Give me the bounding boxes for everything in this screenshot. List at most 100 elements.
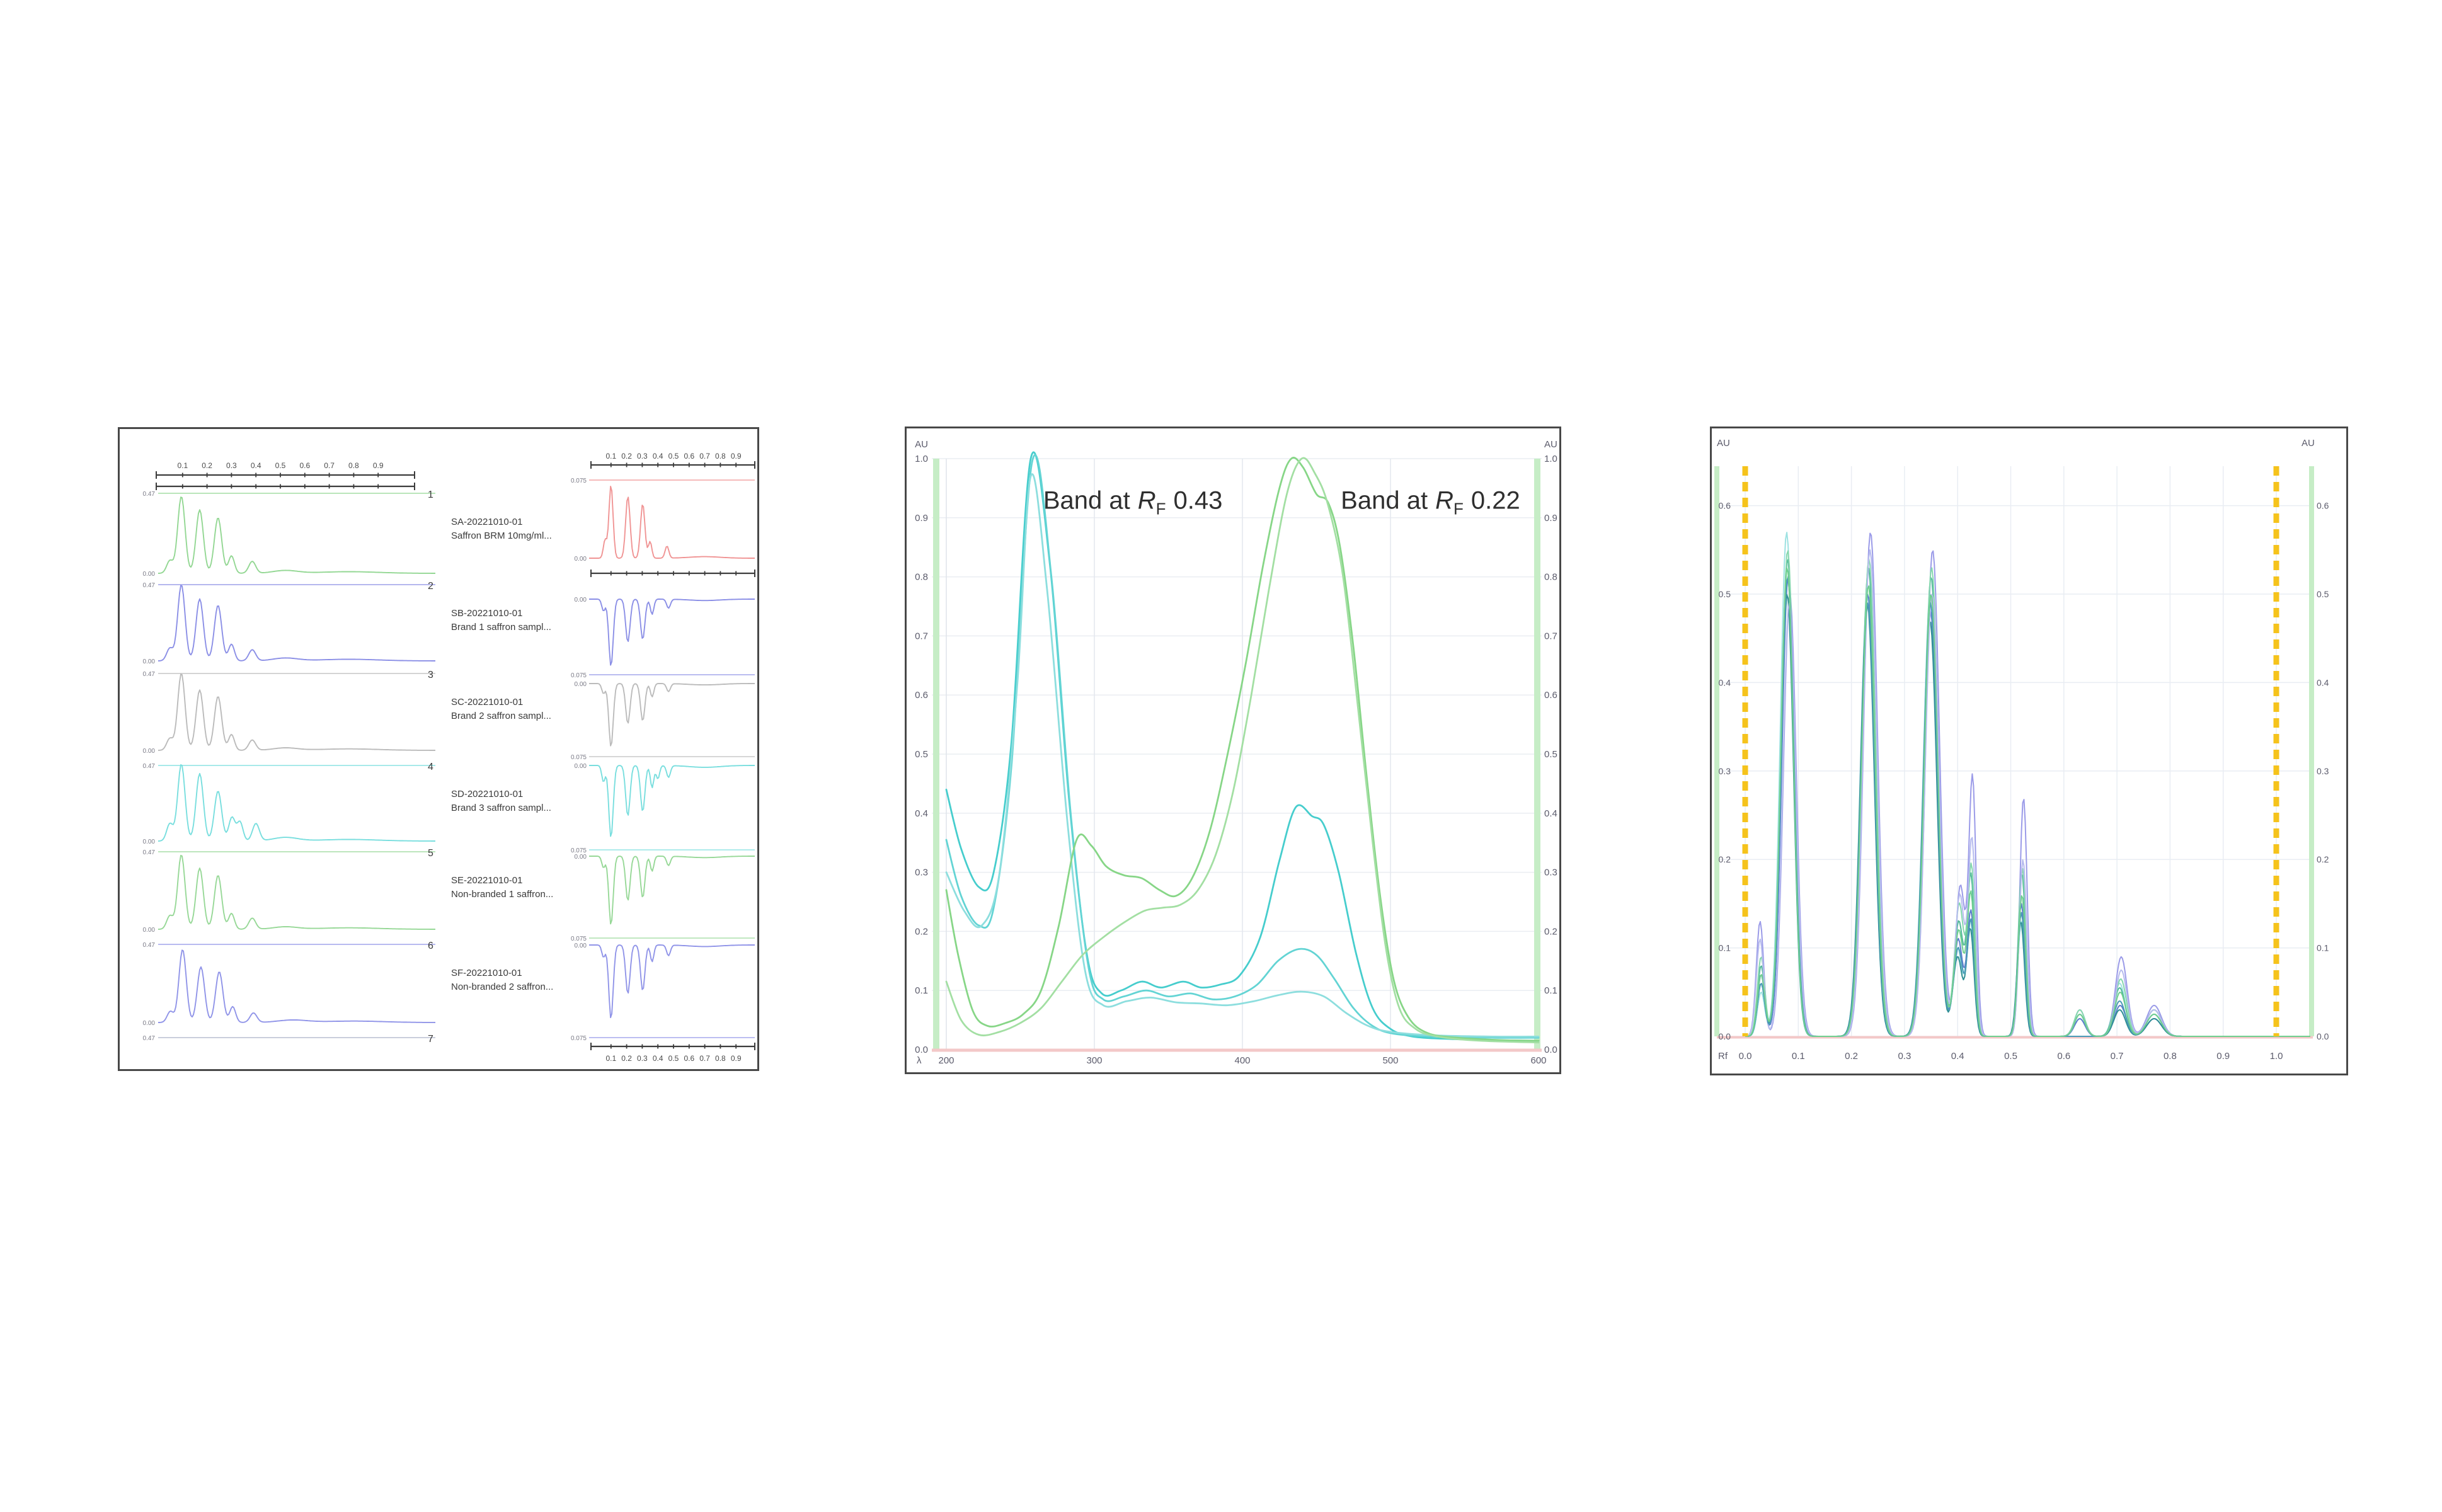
annotation-value: 0.43 xyxy=(1174,487,1223,515)
y-tick-label-left: 0.5 xyxy=(915,749,928,760)
densitogram-trace xyxy=(589,485,755,559)
overlay-densitogram-trace xyxy=(1745,549,2310,1037)
annotation-prefix: Band at xyxy=(1043,487,1130,515)
y-tick-label-right: 0.1 xyxy=(2317,943,2329,953)
x-tick-label: 0.9 xyxy=(2216,1051,2230,1062)
y-tick-label-left: 1.0 xyxy=(915,454,928,464)
x-tick-label: 500 xyxy=(1382,1055,1398,1066)
ruler-tick-label: 0.5 xyxy=(668,452,679,461)
spectrum-curve xyxy=(945,451,1540,1042)
y-axis-unit-left: AU xyxy=(915,439,928,450)
right-panel-densitogram-overlay: 0.0 0.1 0.2 0.3 0.4 0.5 0.6 0.7 0.8 0.9 1.0 Rf 0.0 0.… xyxy=(1710,427,2348,1075)
spectrum-curve xyxy=(945,473,1540,1038)
scale-label-line: 0.075 xyxy=(571,936,587,942)
ruler-tick-label: 0.7 xyxy=(324,461,335,470)
scale-label-zero: 0.00 xyxy=(143,748,156,755)
ruler-tick-label: 0.2 xyxy=(202,461,212,470)
x-tick-label: 1.0 xyxy=(2270,1051,2283,1062)
ruler-tick-label: 0.9 xyxy=(731,1054,742,1063)
ruler-tick-label: 0.8 xyxy=(348,461,359,470)
y-tick-label-right: 0.8 xyxy=(1544,572,1557,583)
densitogram-trace xyxy=(158,854,435,930)
y-tick-label-left: 0.3 xyxy=(1719,766,1731,776)
uv-vis-spectra-svg: 0.0 0.0 0.1 0.1 0.2 0.2 0.3 0.3 0.4 0.4 0.5 0.5 0.6 0… xyxy=(915,439,1557,1066)
x-tick-label: 600 xyxy=(1530,1055,1546,1066)
track-number: 7 xyxy=(428,1034,433,1045)
scale-label-zero: 0.00 xyxy=(143,571,156,578)
track-number: 4 xyxy=(428,762,433,772)
ruler-tick-label: 0.1 xyxy=(605,452,616,461)
densitogram-trace-inverted xyxy=(589,765,755,837)
scale-label-zero: 0.00 xyxy=(143,658,156,665)
sample-description: Saffron BRM 10mg/ml... xyxy=(451,530,552,541)
sample-description: Brand 2 saffron sampl... xyxy=(451,711,551,721)
densitogram-trace xyxy=(158,764,435,842)
y-tick-label-right: 0.5 xyxy=(2317,589,2329,599)
track-densitograms-svg: 0.1 0.2 0.3 0.4 0.5 0.6 0.7 0.8 0.90.470.001SA-2… xyxy=(143,452,755,1063)
track-number: 3 xyxy=(428,670,433,680)
scale-label-line: 0.075 xyxy=(571,754,587,761)
y-tick-label-right: 0.9 xyxy=(1544,513,1557,524)
y-tick-label-left: 0.9 xyxy=(915,513,928,524)
y-tick-label-right: 0.4 xyxy=(1544,808,1557,819)
sample-code: SE-20221010-01 xyxy=(451,875,522,886)
scale-label-zero: 0.00 xyxy=(575,597,587,604)
densitogram-trace xyxy=(158,673,435,751)
annotation-prefix: Band at xyxy=(1341,487,1428,515)
edge-marker-bar-right xyxy=(1534,459,1540,1050)
x-tick-label: 0.8 xyxy=(2164,1051,2177,1062)
x-tick-label: 200 xyxy=(938,1055,954,1066)
y-tick-label-left: 0.6 xyxy=(1719,501,1731,511)
scale-label-line: 0.075 xyxy=(571,1035,587,1042)
densitogram-trace xyxy=(158,585,435,662)
annotation-symbol: R xyxy=(1435,487,1453,515)
track-number: 5 xyxy=(428,848,433,859)
densitogram-trace-inverted xyxy=(589,944,755,1019)
scale-label-top: 0.47 xyxy=(143,582,156,589)
scale-label-zero: 0.00 xyxy=(575,854,587,861)
x-tick-label: 0.2 xyxy=(1845,1051,1858,1062)
ruler-tick-label: 0.3 xyxy=(637,1054,648,1063)
scale-label-line: 0.075 xyxy=(571,847,587,854)
sample-description: Non-branded 2 saffron... xyxy=(451,982,553,992)
y-tick-label-right: 0.7 xyxy=(1544,631,1557,641)
ruler-tick-label: 0.3 xyxy=(226,461,237,470)
scale-label-zero: 0.00 xyxy=(575,681,587,688)
y-tick-label-left: 0.3 xyxy=(915,868,928,878)
x-tick-label: 0.7 xyxy=(2111,1051,2124,1062)
sample-code: SA-20221010-01 xyxy=(451,517,522,527)
scale-label-top: 0.47 xyxy=(143,491,156,498)
ruler-tick-label: 0.2 xyxy=(621,452,632,461)
ruler-tick-label: 0.6 xyxy=(299,461,310,470)
track-number: 2 xyxy=(428,581,433,592)
scale-label-line: 0.075 xyxy=(571,672,587,679)
y-tick-label-left: 0.4 xyxy=(1719,677,1731,687)
y-tick-label-right: 0.1 xyxy=(1544,985,1557,996)
ruler-tick-label: 0.4 xyxy=(251,461,261,470)
left-panel-track-densitograms: 0.1 0.2 0.3 0.4 0.5 0.6 0.7 0.8 0.9 0.47 0.00 1 SA-2… xyxy=(118,427,759,1071)
y-axis-unit-left: AU xyxy=(1717,438,1730,449)
y-tick-label-right: 0.6 xyxy=(2317,501,2329,511)
sample-description: Non-branded 1 saffron... xyxy=(451,889,553,900)
ruler-tick-label: 0.1 xyxy=(177,461,188,470)
y-tick-label-left: 0.8 xyxy=(915,572,928,583)
y-tick-label-right: 0.2 xyxy=(2317,854,2329,864)
band-annotation: Band at RF 0.22 xyxy=(1341,487,1520,518)
y-tick-label-right: 0.3 xyxy=(2317,766,2329,776)
scale-label-zero: 0.00 xyxy=(575,556,587,563)
edge-marker-bar-right xyxy=(2309,466,2314,1036)
y-tick-label-right: 0.3 xyxy=(1544,868,1557,878)
densitogram-trace-inverted xyxy=(589,683,755,747)
y-tick-label-left: 0.4 xyxy=(915,808,928,819)
scale-label-zero: 0.00 xyxy=(575,763,587,770)
scale-label-zero: 0.00 xyxy=(143,1020,156,1027)
densitogram-trace xyxy=(158,949,436,1023)
y-tick-label-right: 0.2 xyxy=(1544,926,1557,937)
y-tick-label-left: 0.2 xyxy=(915,926,928,937)
y-tick-label-left: 0.2 xyxy=(1719,854,1731,864)
densitogram-trace xyxy=(158,496,435,574)
annotation-value: 0.22 xyxy=(1471,487,1520,515)
ruler-tick-label: 0.4 xyxy=(653,452,663,461)
sample-code: SC-20221010-01 xyxy=(451,697,523,707)
